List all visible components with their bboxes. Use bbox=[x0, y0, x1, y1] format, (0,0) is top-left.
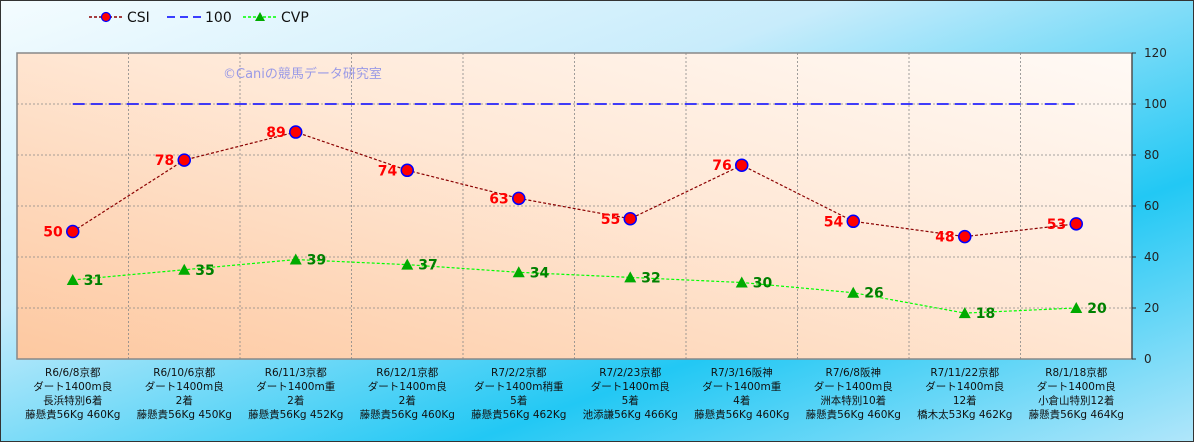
data-label: 48 bbox=[935, 230, 954, 246]
x-tick-label: R7/3/16阪神 bbox=[711, 366, 773, 379]
csi-point bbox=[735, 158, 749, 172]
y-tick-label: 100 bbox=[1144, 97, 1167, 111]
y-tick-label: 0 bbox=[1144, 352, 1152, 366]
cvp-point bbox=[289, 253, 302, 265]
x-tick-label: R6/11/3京都 bbox=[265, 366, 328, 379]
data-label: 78 bbox=[155, 153, 174, 169]
data-label: 18 bbox=[976, 306, 995, 322]
x-tick-label: ダート1400m重 bbox=[256, 380, 335, 393]
x-tick-label: 藤懸貴56Kg 460Kg bbox=[806, 408, 901, 421]
y-tick-label: 20 bbox=[1144, 301, 1159, 315]
data-label: 50 bbox=[43, 225, 63, 241]
legend-label: 100 bbox=[205, 10, 232, 26]
cvp-point bbox=[66, 273, 79, 285]
data-label: 20 bbox=[1087, 301, 1107, 317]
series-line-cvp bbox=[72, 258, 1077, 314]
x-tick-label: ダート1400m良 bbox=[814, 380, 893, 393]
x-tick-label: ダート1400m良 bbox=[925, 380, 1004, 393]
y-tick-label: 60 bbox=[1144, 199, 1159, 213]
data-label: 26 bbox=[864, 286, 883, 302]
watermark: ©Caniの競馬データ研究室 bbox=[223, 66, 382, 82]
y-tick-label: 120 bbox=[1144, 46, 1167, 60]
x-tick-label: R6/10/6京都 bbox=[153, 366, 216, 379]
x-tick-label: R7/6/8阪神 bbox=[826, 366, 881, 379]
x-tick-label: 池添謙56Kg 466Kg bbox=[583, 408, 678, 421]
x-tick-label: R7/2/23京都 bbox=[599, 366, 662, 379]
y-tick-label: 40 bbox=[1144, 250, 1159, 264]
y-tick-label: 80 bbox=[1144, 148, 1159, 162]
x-tick-label: 2着 bbox=[176, 394, 193, 407]
x-tick-label: R7/2/2京都 bbox=[491, 366, 547, 379]
csi-point bbox=[958, 229, 972, 244]
x-tick-label: 藤懸貴56Kg 452Kg bbox=[248, 408, 343, 421]
series-line-csi bbox=[72, 131, 1077, 238]
data-label: 55 bbox=[601, 212, 620, 228]
x-tick-label: ダート1400m良 bbox=[33, 380, 112, 393]
x-tick-label: R6/6/8京都 bbox=[45, 366, 101, 379]
cvp-point bbox=[1070, 302, 1083, 313]
data-label: 76 bbox=[712, 158, 731, 174]
csi-point bbox=[512, 191, 526, 206]
data-label: 34 bbox=[530, 265, 550, 281]
x-tick-label: 藤懸貴56Kg 464Kg bbox=[1029, 408, 1124, 421]
data-label: 35 bbox=[195, 263, 214, 279]
x-tick-label: 藤懸貴56Kg 462Kg bbox=[471, 408, 566, 421]
data-label: 74 bbox=[378, 163, 398, 179]
x-tick-label: 小倉山特別12着 bbox=[1038, 394, 1114, 407]
csi-point bbox=[177, 153, 191, 167]
x-tick-label: 藤懸貴56Kg 460Kg bbox=[694, 408, 789, 421]
csi-point bbox=[846, 214, 860, 229]
x-tick-label: 5着 bbox=[510, 394, 527, 407]
data-label: 89 bbox=[266, 125, 285, 141]
x-tick-label: 5着 bbox=[622, 394, 639, 407]
legend-label: CSI bbox=[127, 10, 150, 26]
csi-point bbox=[289, 125, 303, 139]
legend-marker bbox=[255, 12, 265, 21]
x-tick-label: 2着 bbox=[287, 394, 304, 407]
csi-point bbox=[66, 224, 80, 239]
x-tick-label: ダート1400m良 bbox=[1037, 380, 1116, 393]
x-tick-label: R8/1/18京都 bbox=[1045, 366, 1108, 379]
x-tick-label: R7/11/22京都 bbox=[930, 366, 999, 379]
data-label: 32 bbox=[641, 270, 660, 286]
csi-point bbox=[400, 163, 414, 178]
x-tick-label: 橋木太53Kg 462Kg bbox=[917, 408, 1012, 421]
data-label: 54 bbox=[824, 214, 844, 230]
cvp-point bbox=[735, 276, 748, 288]
x-tick-label: ダート1400m良 bbox=[591, 380, 670, 393]
csi-point bbox=[1069, 217, 1083, 231]
cvp-point bbox=[624, 271, 637, 283]
data-label: 53 bbox=[1047, 217, 1066, 233]
x-tick-label: ダート1400m重 bbox=[702, 380, 781, 393]
cvp-point bbox=[958, 307, 971, 319]
csi-point bbox=[623, 212, 637, 226]
data-label: 30 bbox=[753, 276, 773, 292]
cvp-point bbox=[401, 258, 414, 270]
x-tick-label: 藤懸貴56Kg 460Kg bbox=[25, 408, 120, 421]
data-label: 63 bbox=[489, 191, 508, 207]
x-tick-label: ダート1400m良 bbox=[368, 380, 447, 393]
x-tick-label: ダート1400m稍重 bbox=[474, 380, 563, 393]
legend-marker bbox=[100, 11, 112, 23]
x-tick-label: 2着 bbox=[399, 394, 416, 407]
data-label: 31 bbox=[84, 273, 103, 289]
cvp-point bbox=[512, 266, 525, 278]
cvp-point bbox=[178, 263, 191, 275]
cvp-point bbox=[847, 286, 860, 298]
x-tick-label: ダート1400m良 bbox=[145, 380, 224, 393]
x-tick-label: R6/12/1京都 bbox=[376, 366, 439, 379]
legend-label: CVP bbox=[281, 10, 309, 26]
x-tick-label: 12着 bbox=[953, 394, 977, 407]
x-tick-label: 4着 bbox=[733, 394, 750, 407]
x-tick-label: 長浜特別6着 bbox=[43, 394, 102, 407]
data-label: 39 bbox=[307, 253, 326, 269]
data-label: 37 bbox=[418, 258, 437, 274]
x-tick-label: 藤懸貴56Kg 450Kg bbox=[137, 408, 232, 421]
x-tick-label: 藤懸貴56Kg 460Kg bbox=[360, 408, 455, 421]
x-tick-label: 洲本特別10着 bbox=[820, 394, 886, 407]
